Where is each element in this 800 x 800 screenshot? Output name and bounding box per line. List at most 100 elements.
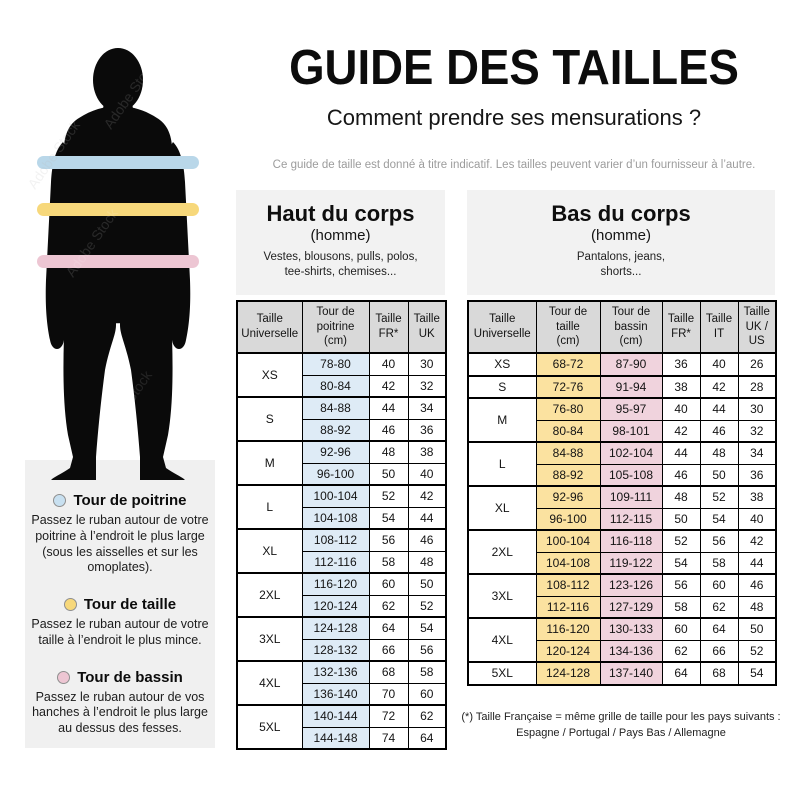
legend-item-tour-de-poitrine: Tour de poitrine Passez le ruban autour d… <box>25 492 215 576</box>
legend-item-tour-de-bassin: Tour de bassin Passez le ruban autour de … <box>25 669 215 737</box>
tour-de-bassin-dot-icon <box>57 670 71 684</box>
value-cell: 42 <box>407 484 447 508</box>
value-cell: 42 <box>368 374 409 398</box>
size-label-cell: S <box>467 374 537 399</box>
value-cell: 46 <box>737 573 777 597</box>
size-label-cell: 5XL <box>236 704 303 750</box>
value-cell: 123-126 <box>599 573 663 597</box>
value-cell: 56 <box>407 638 447 662</box>
value-cell: 50 <box>661 507 701 531</box>
value-cell: 87-90 <box>599 352 663 376</box>
value-cell: 60 <box>407 682 447 706</box>
value-cell: 112-115 <box>599 507 663 531</box>
value-cell: 64 <box>407 726 447 750</box>
value-cell: 64 <box>368 616 409 640</box>
value-cell: 88-92 <box>535 463 601 487</box>
value-cell: 91-94 <box>599 374 663 399</box>
value-cell: 58 <box>407 660 447 684</box>
value-cell: 50 <box>407 572 447 596</box>
value-cell: 36 <box>661 352 701 376</box>
size-label-cell: XS <box>467 352 537 376</box>
bas-du-corps-header-panel: Bas du corps (homme) Pantalons, jeans, s… <box>467 190 775 295</box>
value-cell: 46 <box>368 418 409 442</box>
value-cell: 50 <box>737 617 777 641</box>
disclaimer-note: Ce guide de taille est donné à titre ind… <box>272 159 756 171</box>
value-cell: 54 <box>699 507 739 531</box>
value-cell: 104-108 <box>301 506 370 530</box>
value-cell: 64 <box>661 661 701 685</box>
haut-du-corps-header-panel: Haut du corps (homme) Vestes, blousons, … <box>236 190 445 295</box>
value-cell: 108-112 <box>301 528 370 552</box>
value-cell: 36 <box>737 463 777 487</box>
value-cell: 48 <box>737 595 777 619</box>
value-cell: 60 <box>699 573 739 597</box>
value-cell: 124-128 <box>301 616 370 640</box>
column-header: Taille IT <box>699 300 739 354</box>
value-cell: 26 <box>737 352 777 376</box>
value-cell: 42 <box>699 374 739 399</box>
size-label-cell: XS <box>236 352 303 398</box>
value-cell: 54 <box>737 661 777 685</box>
legend-title-row: Tour de bassin <box>25 669 215 686</box>
value-cell: 46 <box>661 463 701 487</box>
value-cell: 68 <box>699 661 739 685</box>
value-cell: 134-136 <box>599 639 663 663</box>
value-cell: 144-148 <box>301 726 370 750</box>
value-cell: 44 <box>737 551 777 575</box>
value-cell: 52 <box>407 594 447 618</box>
value-cell: 46 <box>407 528 447 552</box>
value-cell: 112-116 <box>301 550 370 574</box>
value-cell: 104-108 <box>535 551 601 575</box>
value-cell: 52 <box>661 529 701 553</box>
value-cell: 128-132 <box>301 638 370 662</box>
value-cell: 62 <box>368 594 409 618</box>
value-cell: 50 <box>368 462 409 486</box>
value-cell: 34 <box>407 396 447 420</box>
tour-de-poitrine-dot-icon <box>53 494 67 507</box>
size-label-cell: 3XL <box>467 573 537 619</box>
value-cell: 95-97 <box>599 397 663 421</box>
legend-item-tour-de-taille: Tour de taille Passez le ruban autour de … <box>25 596 215 649</box>
size-label-cell: L <box>236 484 303 530</box>
value-cell: 56 <box>661 573 701 597</box>
value-cell: 38 <box>737 485 777 509</box>
haut-du-corps-size-table: Taille Universelle Tour de poitrine (cm) T… <box>236 300 447 750</box>
value-cell: 48 <box>661 485 701 509</box>
column-header: Taille Universelle <box>236 300 303 354</box>
value-cell: 120-124 <box>301 594 370 618</box>
value-cell: 120-124 <box>535 639 601 663</box>
value-cell: 44 <box>368 396 409 420</box>
value-cell: 80-84 <box>535 419 601 443</box>
value-cell: 96-100 <box>301 462 370 486</box>
value-cell: 84-88 <box>535 441 601 465</box>
legend-description: Passez le ruban autour de votre taille à… <box>31 617 209 647</box>
value-cell: 72 <box>368 704 409 728</box>
legend-title-text: Tour de poitrine <box>73 492 187 509</box>
value-cell: 40 <box>699 352 739 376</box>
value-cell: 108-112 <box>535 573 601 597</box>
haut-section-description: Vestes, blousons, pulls, polos, tee-shir… <box>263 251 418 279</box>
column-header: Taille FR* <box>368 300 409 354</box>
size-label-cell: XL <box>467 485 537 531</box>
value-cell: 32 <box>737 419 777 443</box>
value-cell: 66 <box>699 639 739 663</box>
value-cell: 96-100 <box>535 507 601 531</box>
value-cell: 38 <box>661 374 701 399</box>
value-cell: 68-72 <box>535 352 601 376</box>
value-cell: 119-122 <box>599 551 663 575</box>
size-label-cell: 4XL <box>236 660 303 706</box>
legend-title-text: Tour de taille <box>83 596 177 613</box>
value-cell: 54 <box>368 506 409 530</box>
size-label-cell: 5XL <box>467 661 537 685</box>
value-cell: 52 <box>737 639 777 663</box>
hips-measure-band <box>37 255 199 268</box>
value-cell: 76-80 <box>535 397 601 421</box>
value-cell: 54 <box>407 616 447 640</box>
page-subtitle: Comment prendre ses mensurations ? <box>326 105 702 130</box>
column-header: Tour de taille (cm) <box>535 300 601 354</box>
value-cell: 130-133 <box>599 617 663 641</box>
value-cell: 44 <box>661 441 701 465</box>
value-cell: 100-104 <box>301 484 370 508</box>
size-label-cell: L <box>467 441 537 487</box>
value-cell: 40 <box>368 352 409 376</box>
